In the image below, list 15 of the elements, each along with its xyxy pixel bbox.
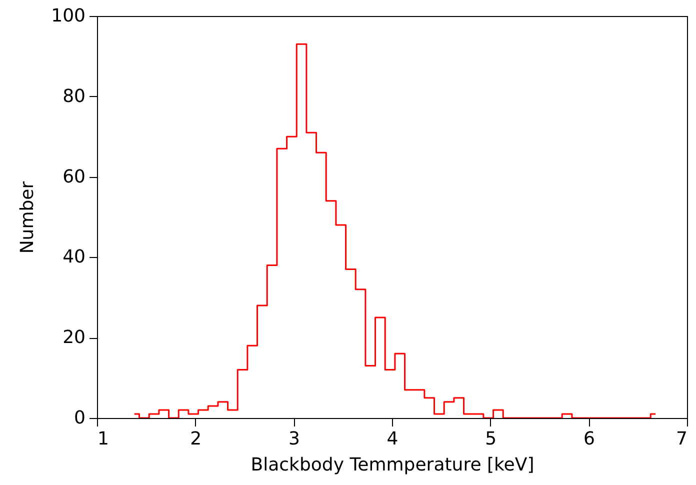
- y-tick-label: 20: [62, 327, 86, 348]
- x-axis-title: Blackbody Temmperature [keV]: [250, 454, 534, 476]
- x-tick-label: 3: [288, 428, 300, 450]
- y-tick-label: 60: [62, 166, 86, 188]
- x-tick-label: 5: [485, 428, 497, 450]
- x-tick-label: 2: [190, 428, 202, 450]
- x-tick-label: 4: [386, 428, 398, 450]
- y-axis-title: Number: [17, 180, 38, 254]
- x-tick-label: 1: [98, 428, 109, 450]
- y-tick-label: 40: [62, 246, 86, 268]
- x-tick-label: 7: [676, 428, 688, 450]
- y-tick-label: 80: [62, 86, 86, 107]
- x-tick-label: 6: [583, 428, 595, 450]
- y-tick-label: 0: [74, 408, 86, 428]
- y-tick-label: 100: [51, 6, 86, 26]
